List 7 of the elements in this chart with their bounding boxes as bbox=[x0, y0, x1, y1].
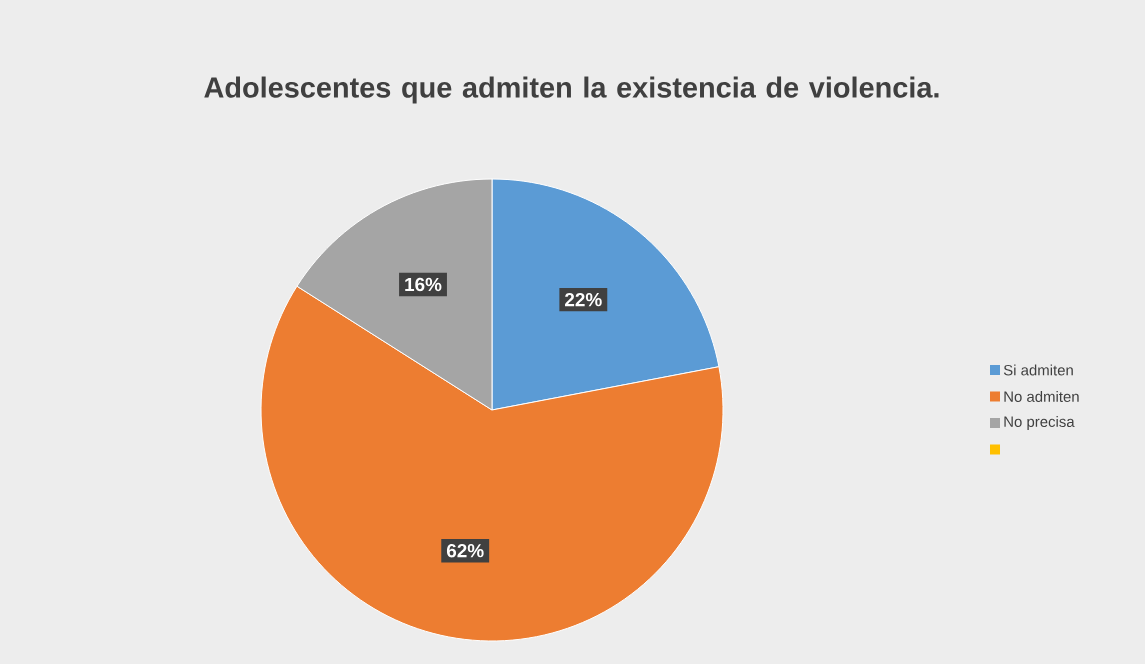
legend-label: Si admiten bbox=[1003, 364, 1073, 376]
chart-title: Adolescentes que admiten la existencia de violencia. bbox=[204, 76, 939, 104]
legend-label: No precisa bbox=[1004, 416, 1075, 430]
data-label: 16% bbox=[405, 277, 442, 292]
legend-label: No admiten bbox=[1004, 391, 1079, 402]
data-label: 62% bbox=[446, 544, 484, 558]
data-label: 22% bbox=[565, 292, 602, 307]
